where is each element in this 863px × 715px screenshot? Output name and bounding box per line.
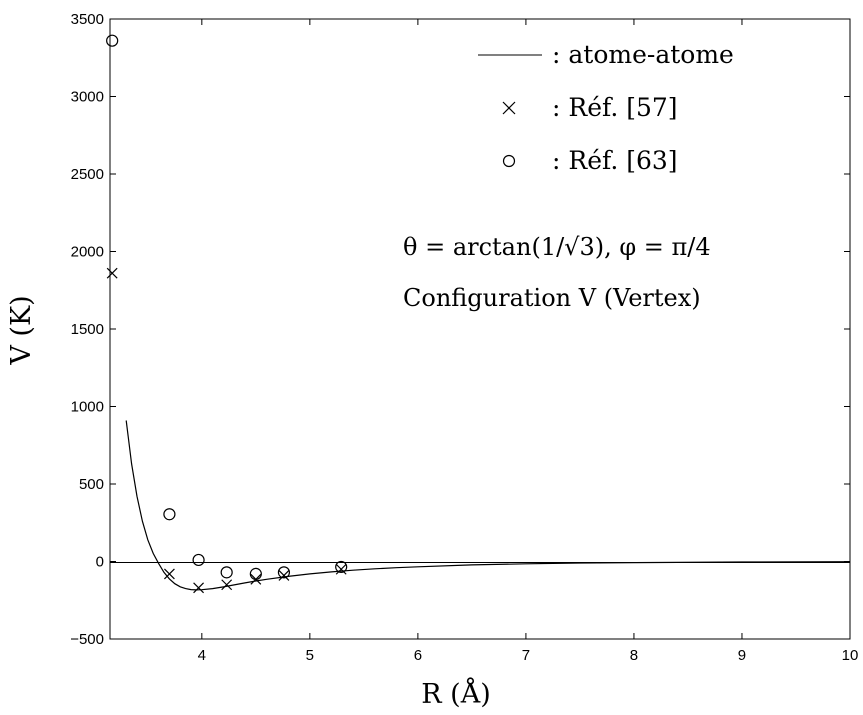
cross-stroke <box>278 570 290 581</box>
legend-circle-marker <box>502 154 516 168</box>
y-axis-title: V (K) <box>6 295 37 365</box>
x-tick-label: 6 <box>414 647 422 664</box>
y-tick-label: −500 <box>70 631 104 648</box>
x-axis-ticks: 4 5 6 7 8 9 10 <box>198 19 859 664</box>
x-tick-label: 7 <box>522 647 530 664</box>
legend-label-ref-63: : Réf. [63] <box>552 146 678 175</box>
data-point-ref57 <box>193 582 205 594</box>
data-point-ref57 <box>221 579 233 591</box>
cross-stroke <box>106 267 118 279</box>
series-line-atome-atome <box>125 420 851 591</box>
legend-cross-marker <box>502 101 516 115</box>
cross-stroke <box>163 568 175 580</box>
x-tick-label: 10 <box>842 647 859 664</box>
data-point-ref57 <box>335 563 347 575</box>
data-point-ref63 <box>163 508 176 521</box>
x-tick-label: 8 <box>630 647 638 664</box>
legend-label-atome-atome: : atome-atome <box>552 40 734 69</box>
legend: : atome-atome : Réf. [57] : Réf. [63] <box>478 40 734 175</box>
x-tick-label: 5 <box>306 647 314 664</box>
y-tick-label: 1500 <box>71 321 104 338</box>
data-point-ref63 <box>277 566 291 579</box>
y-axis-ticks: −500 0 500 1000 1500 2000 2500 3000 3500 <box>70 11 850 648</box>
data-point-ref63 <box>192 553 205 567</box>
y-tick-label: 2000 <box>71 244 104 261</box>
data-point-ref63 <box>220 566 233 579</box>
plot-frame <box>109 18 851 640</box>
cross-stroke <box>221 579 233 591</box>
legend-label-ref-57: : Réf. [57] <box>552 93 678 122</box>
configuration-annotation: Configuration V (Vertex) <box>403 284 701 312</box>
data-point-ref63 <box>335 560 348 574</box>
series-layer <box>106 34 851 594</box>
data-point-ref57 <box>278 570 290 581</box>
y-tick-label: 1000 <box>71 399 104 416</box>
y-tick-label: 3000 <box>71 89 104 106</box>
x-tick-label: 9 <box>738 647 746 664</box>
angle-annotation: θ = arctan(1/√3), φ = π/4 <box>403 233 711 261</box>
x-tick-label: 4 <box>198 647 206 664</box>
y-tick-label: 0 <box>96 554 104 571</box>
y-tick-label: 500 <box>79 476 104 493</box>
data-point-ref57 <box>163 568 175 580</box>
data-point-ref57 <box>106 267 118 279</box>
data-point-ref63 <box>106 34 119 47</box>
x-axis-title: R (Å) <box>421 677 490 710</box>
data-point-ref63 <box>249 567 262 581</box>
y-tick-label: 2500 <box>71 166 104 183</box>
y-tick-label: 3500 <box>71 11 104 28</box>
cross-stroke <box>335 563 347 575</box>
cross-stroke <box>193 582 205 594</box>
